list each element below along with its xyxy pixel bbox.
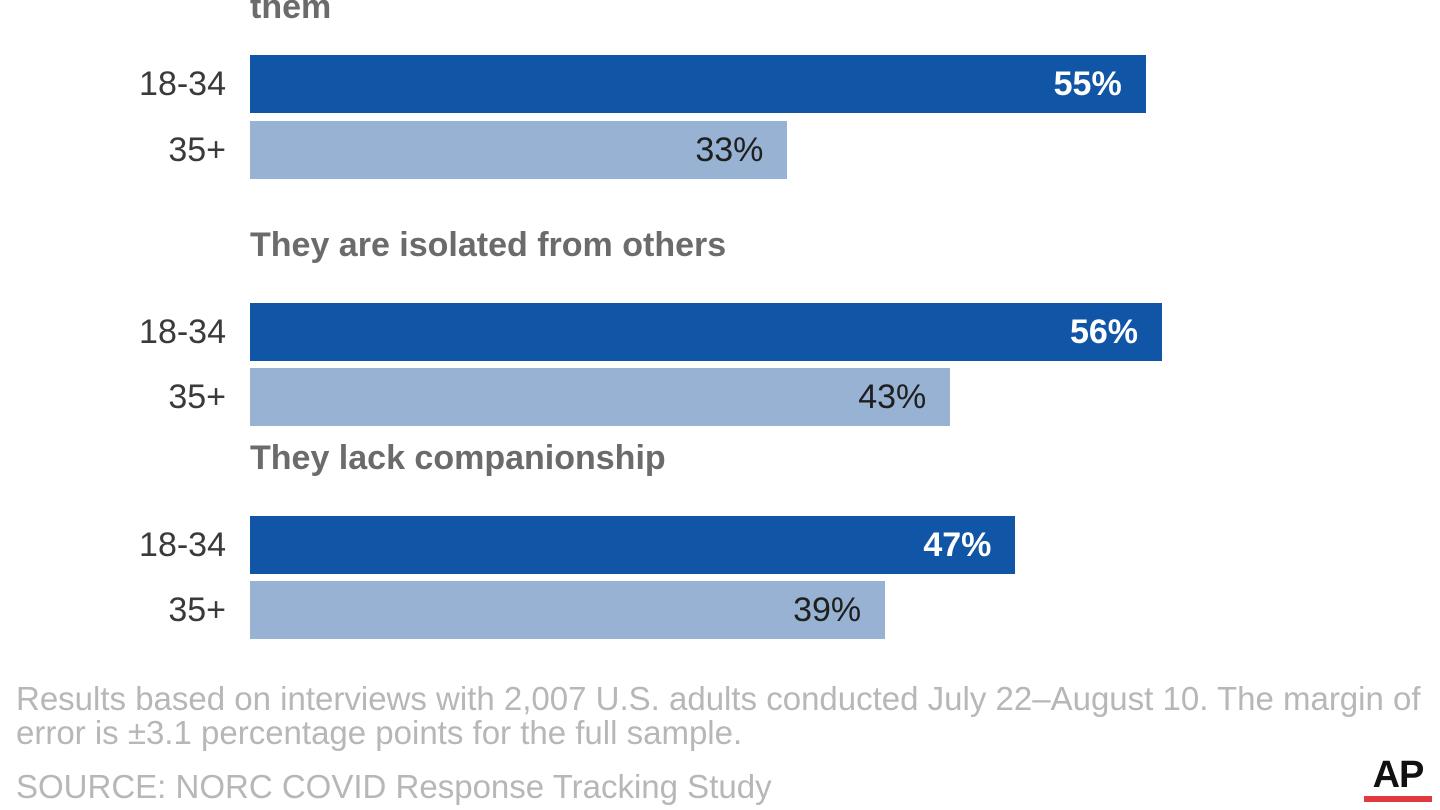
ap-logo-underline [1364, 796, 1432, 802]
row-label: 35+ [0, 581, 226, 639]
bar-value-label: 39% [250, 581, 861, 639]
source-note: SOURCE: NORC COVID Response Tracking Stu… [16, 770, 772, 804]
group-title: Difficulties were piling up so high that… [250, 0, 1350, 24]
bar-value-label: 33% [250, 121, 763, 179]
bar-value-label: 55% [250, 55, 1122, 113]
footnote: Results based on interviews with 2,007 U… [16, 682, 1426, 750]
ap-logo-text: AP [1364, 756, 1432, 794]
group-title: They lack companionship [250, 441, 666, 475]
row-label: 18-34 [0, 516, 226, 574]
row-label: 18-34 [0, 303, 226, 361]
row-label: 18-34 [0, 55, 226, 113]
bar-value-label: 43% [250, 368, 926, 426]
row-label: 35+ [0, 121, 226, 179]
row-label: 35+ [0, 368, 226, 426]
group-title: They are isolated from others [250, 228, 726, 262]
bar-value-label: 56% [250, 303, 1138, 361]
bar-value-label: 47% [250, 516, 991, 574]
ap-logo: AP [1364, 756, 1432, 802]
